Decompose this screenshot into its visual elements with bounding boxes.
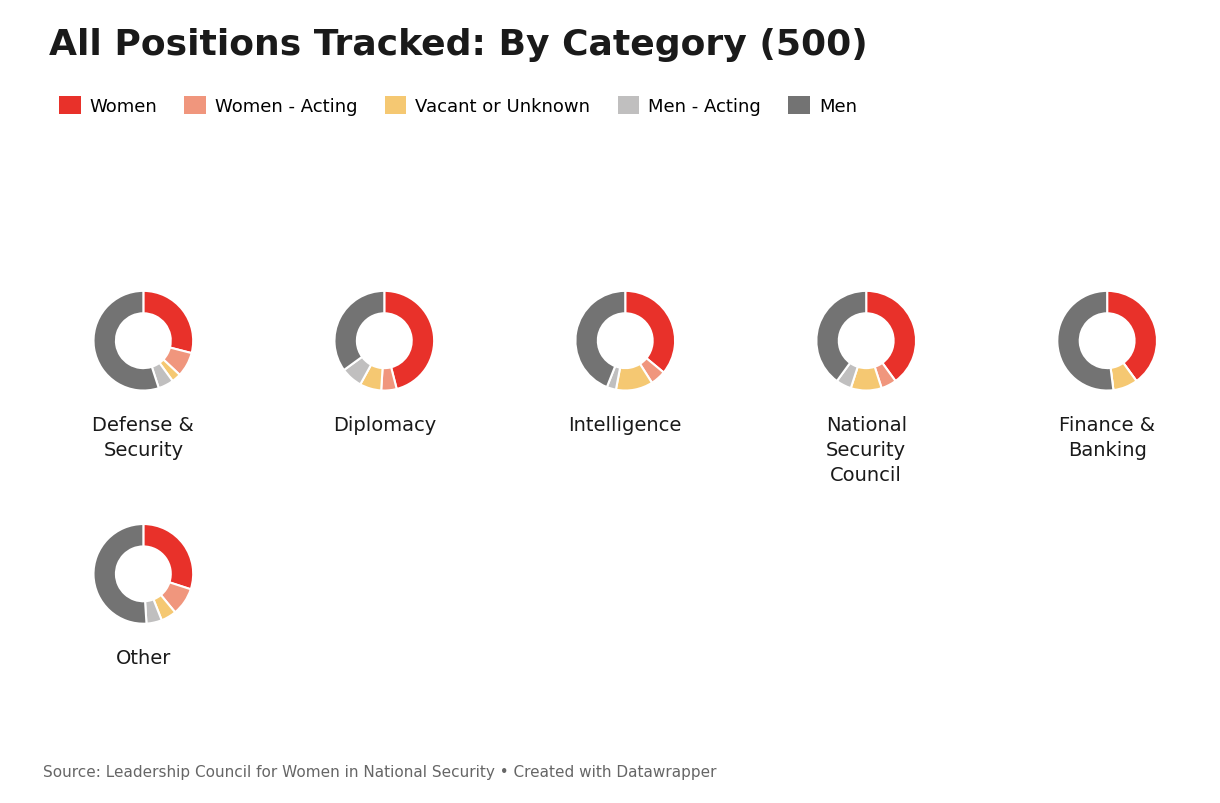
Text: Other: Other — [116, 649, 171, 667]
Wedge shape — [344, 357, 371, 385]
Wedge shape — [360, 365, 383, 391]
Wedge shape — [145, 600, 162, 624]
Wedge shape — [94, 291, 159, 391]
Text: Source: Leadership Council for Women in National Security • Created with Datawra: Source: Leadership Council for Women in … — [43, 764, 716, 780]
Text: 50%: 50% — [1087, 332, 1127, 350]
Wedge shape — [816, 291, 866, 381]
Text: Intelligence: Intelligence — [569, 416, 682, 434]
Wedge shape — [163, 348, 192, 375]
Wedge shape — [640, 359, 664, 383]
Wedge shape — [1058, 291, 1114, 391]
Text: National
Security
Council: National Security Council — [826, 416, 906, 484]
Wedge shape — [154, 595, 176, 621]
Text: Diplomacy: Diplomacy — [333, 416, 436, 434]
Wedge shape — [625, 291, 675, 373]
Legend: Women, Women - Acting, Vacant or Unknown, Men - Acting, Men: Women, Women - Acting, Vacant or Unknown… — [51, 89, 864, 124]
Text: Defense &
Security: Defense & Security — [93, 416, 194, 459]
Text: All Positions Tracked: By Category (500): All Positions Tracked: By Category (500) — [49, 28, 867, 62]
Wedge shape — [875, 364, 895, 389]
Wedge shape — [850, 367, 882, 391]
Wedge shape — [384, 291, 434, 389]
Text: 50%: 50% — [123, 332, 163, 350]
Wedge shape — [866, 291, 916, 381]
Wedge shape — [94, 524, 146, 624]
Wedge shape — [606, 367, 620, 390]
Wedge shape — [837, 364, 858, 389]
Wedge shape — [151, 364, 173, 389]
Wedge shape — [143, 291, 193, 353]
Wedge shape — [576, 291, 626, 388]
Wedge shape — [1110, 364, 1137, 391]
Wedge shape — [160, 360, 179, 381]
Wedge shape — [1110, 369, 1114, 391]
Wedge shape — [1107, 291, 1157, 381]
Wedge shape — [1124, 364, 1137, 381]
Wedge shape — [161, 583, 190, 613]
Wedge shape — [334, 291, 384, 370]
Text: Finance &
Banking: Finance & Banking — [1059, 416, 1155, 459]
Wedge shape — [381, 368, 396, 391]
Wedge shape — [143, 524, 193, 589]
Wedge shape — [616, 365, 651, 391]
